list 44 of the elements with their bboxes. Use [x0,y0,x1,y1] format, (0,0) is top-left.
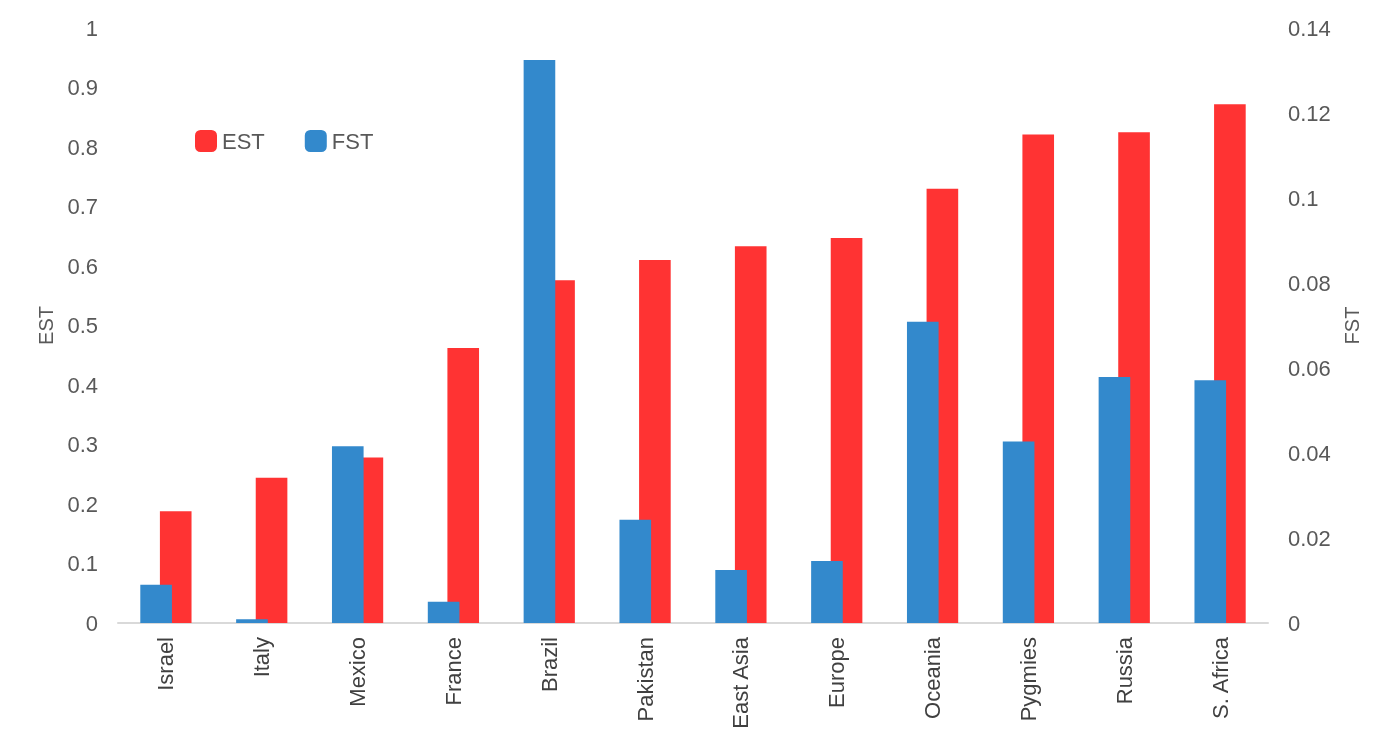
x-tick-label: Russia [1111,636,1137,705]
y-tick-label: 1 [85,15,98,41]
y2-tick-label: 0 [1288,610,1301,636]
y-tick-label: 0.7 [67,194,98,219]
bar [619,519,652,623]
y-tick-label: 0.9 [67,75,98,100]
x-tick-label: Oceania [920,636,946,719]
bar [830,238,863,623]
y2-tick-label: 0.12 [1288,100,1331,126]
y2-tick-label: 0.14 [1288,15,1331,41]
y-tick-label: 0.2 [67,491,98,517]
y2-tick-label: 0.1 [1288,185,1319,211]
bar [734,246,767,623]
x-tick-label: S. Africa [1207,636,1233,719]
y-tick-label: 0.6 [67,253,98,279]
x-tick-label: Europe [824,637,850,708]
bar [811,560,843,623]
y-tick-label: 0.1 [67,551,98,576]
y-tick-label: 0 [85,610,98,636]
x-tick-label: France [440,637,466,706]
y-tick-label: 0.8 [67,134,98,160]
x-tick-label: Pygmies [1015,637,1041,722]
bar [447,348,480,623]
y-tick-label: 0.4 [67,372,98,398]
y2-tick-label: 0.02 [1288,525,1331,551]
y-tick-label: 0.5 [67,313,98,338]
bar [255,477,288,623]
legend-label: FST [331,128,374,154]
y2-tick-label: 0.08 [1288,270,1331,296]
bar [427,601,460,623]
y-axis-title: EST [35,306,57,345]
legend-label: EST [222,128,265,154]
x-tick-label: East Asia [728,636,754,729]
y-tick-label: 0.3 [67,432,98,457]
x-tick-label: Israel [153,637,179,691]
x-tick-label: Italy [249,637,275,678]
bar [715,569,747,623]
x-tick-label: Mexico [345,637,371,707]
bar [236,619,268,623]
x-tick-label: Pakistan [632,637,658,722]
y2-tick-label: 0.06 [1288,355,1331,381]
x-tick-label: Brazil [536,637,562,693]
y2-axis-title: FST [1340,306,1363,345]
y2-tick-label: 0.04 [1288,440,1331,466]
